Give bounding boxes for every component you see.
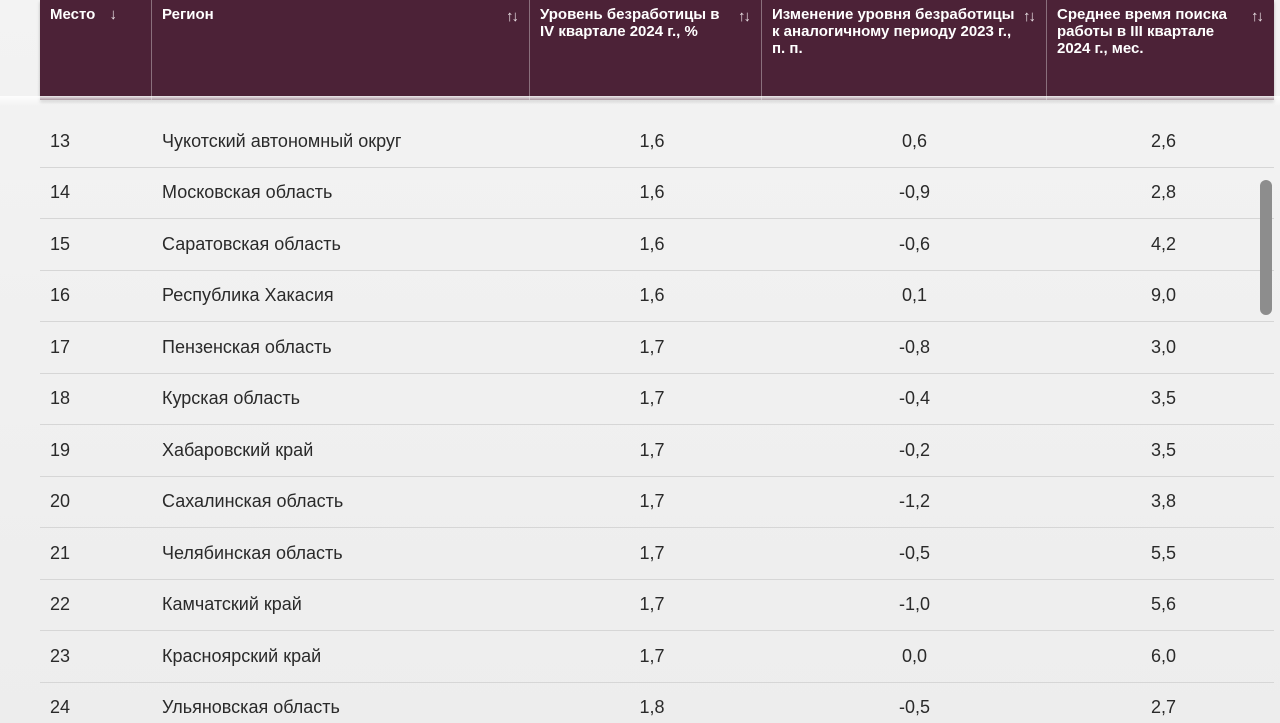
cell-place: 18	[50, 388, 71, 409]
cell-place: 16	[50, 285, 71, 306]
table-row[interactable]: 18 Курская область 1,7 -0,4 3,5	[40, 374, 1274, 425]
column-header-region[interactable]: Регион ↑↓	[152, 0, 530, 100]
cell-rate-change: -0,5	[898, 697, 931, 718]
table-header: Место ↓ Регион ↑↓ Уровень безработицы в …	[40, 0, 1274, 100]
cell-unemployment-rate: 1,7	[639, 336, 665, 357]
unemployment-table: Место ↓ Регион ↑↓ Уровень безработицы в …	[40, 0, 1274, 723]
cell-region: Красноярский край	[162, 645, 322, 666]
table-row[interactable]: 13 Чукотский автономный округ 1,6 0,6 2,6	[40, 116, 1274, 168]
cell-region: Ульяновская область	[162, 697, 340, 718]
cell-job-search-time: 6,0	[1150, 645, 1177, 666]
table-row[interactable]: 21 Челябинская область 1,7 -0,5 5,5	[40, 528, 1274, 580]
cell-job-search-time: 2,8	[1150, 182, 1177, 203]
cell-rate-change: 0,1	[901, 285, 928, 306]
table-row[interactable]: 14 Московская область 1,6 -0,9 2,8	[40, 168, 1274, 219]
cell-region: Пензенская область	[162, 336, 332, 357]
cell-region: Чукотский автономный округ	[162, 130, 402, 151]
column-header-unemployment-rate[interactable]: Уровень безработицы в IV квартале 2024 г…	[530, 0, 762, 100]
table-row[interactable]: 23 Красноярский край 1,7 0,0 6,0	[40, 631, 1274, 683]
table-row[interactable]: 19 Хабаровский край 1,7 -0,2 3,5	[40, 425, 1274, 477]
table-row[interactable]: 15 Саратовская область 1,6 -0,6 4,2	[40, 219, 1274, 271]
column-header-place[interactable]: Место ↓	[40, 0, 152, 100]
cell-place: 20	[50, 491, 71, 512]
cell-region: Саратовская область	[162, 233, 341, 254]
table-row[interactable]: 24 Ульяновская область 1,8 -0,5 2,7	[40, 683, 1274, 723]
cell-region: Курская область	[162, 388, 300, 409]
cell-rate-change: -0,2	[898, 439, 931, 460]
cell-unemployment-rate: 1,7	[639, 645, 665, 666]
cell-region: Сахалинская область	[162, 491, 344, 512]
cell-rate-change: -1,2	[898, 491, 931, 512]
table-row[interactable]: 20 Сахалинская область 1,7 -1,2 3,8	[40, 477, 1274, 528]
cell-place: 15	[50, 233, 71, 254]
cell-job-search-time: 5,6	[1150, 594, 1177, 615]
cell-job-search-time: 4,2	[1150, 233, 1177, 254]
cell-rate-change: -0,8	[898, 336, 931, 357]
cell-place: 24	[50, 697, 71, 718]
sort-desc-icon[interactable]: ↓	[109, 6, 117, 23]
cell-unemployment-rate: 1,7	[639, 491, 665, 512]
cell-job-search-time: 3,8	[1150, 491, 1177, 512]
table-body: 13 Чукотский автономный округ 1,6 0,6 2,6 14 М…	[40, 116, 1274, 723]
column-header-label: Среднее время поиска работы в III кварта…	[1057, 6, 1227, 57]
cell-region: Московская область	[162, 182, 333, 203]
cell-rate-change: 0,6	[901, 130, 928, 151]
cell-region: Республика Хакасия	[162, 285, 334, 306]
cell-place: 23	[50, 645, 71, 666]
cell-unemployment-rate: 1,6	[639, 130, 665, 151]
cell-place: 19	[50, 439, 71, 460]
column-header-label: Уровень безработицы в IV квартале 2024 г…	[540, 6, 720, 40]
cell-rate-change: -0,5	[898, 542, 931, 563]
cell-rate-change: -0,9	[898, 182, 931, 203]
cell-job-search-time: 2,6	[1150, 130, 1177, 151]
table-row[interactable]: 22 Камчатский край 1,7 -1,0 5,6	[40, 580, 1274, 631]
cell-unemployment-rate: 1,7	[639, 594, 665, 615]
table-row[interactable]: 16 Республика Хакасия 1,6 0,1 9,0	[40, 271, 1274, 322]
cell-region: Хабаровский край	[162, 439, 314, 460]
cell-rate-change: -0,6	[898, 233, 931, 254]
cell-unemployment-rate: 1,7	[639, 542, 665, 563]
cell-place: 13	[50, 130, 71, 151]
cell-job-search-time: 3,5	[1150, 439, 1177, 460]
cell-job-search-time: 5,5	[1150, 542, 1177, 563]
column-header-label: Изменение уровня безработицы к аналогичн…	[772, 6, 1015, 57]
cell-unemployment-rate: 1,8	[639, 697, 665, 718]
cell-place: 17	[50, 336, 71, 357]
cell-job-search-time: 9,0	[1150, 285, 1177, 306]
cell-unemployment-rate: 1,6	[639, 182, 665, 203]
column-header-job-search-time[interactable]: Среднее время поиска работы в III кварта…	[1047, 0, 1274, 100]
column-header-label: Место	[50, 6, 96, 23]
cell-job-search-time: 2,7	[1150, 697, 1177, 718]
cell-place: 21	[50, 542, 71, 563]
cell-job-search-time: 3,0	[1150, 336, 1177, 357]
cell-rate-change: -0,4	[898, 388, 931, 409]
vertical-scrollbar[interactable]	[1260, 180, 1272, 315]
table-row[interactable]: 17 Пензенская область 1,7 -0,8 3,0	[40, 322, 1274, 374]
cell-rate-change: -1,0	[898, 594, 931, 615]
cell-job-search-time: 3,5	[1150, 388, 1177, 409]
column-header-rate-change[interactable]: Изменение уровня безработицы к аналогичн…	[762, 0, 1047, 100]
sort-toggle-icon[interactable]: ↑↓	[738, 8, 751, 25]
cell-unemployment-rate: 1,6	[639, 233, 665, 254]
column-header-label: Регион	[162, 6, 214, 23]
cell-region: Челябинская область	[162, 542, 343, 563]
sort-toggle-icon[interactable]: ↑↓	[1023, 8, 1036, 25]
sort-toggle-icon[interactable]: ↑↓	[1251, 8, 1264, 25]
cell-region: Камчатский край	[162, 594, 302, 615]
cell-unemployment-rate: 1,7	[639, 439, 665, 460]
cell-rate-change: 0,0	[901, 645, 928, 666]
cell-place: 14	[50, 182, 71, 203]
sort-toggle-icon[interactable]: ↑↓	[506, 8, 519, 25]
cell-unemployment-rate: 1,6	[639, 285, 665, 306]
cell-place: 22	[50, 594, 71, 615]
cell-unemployment-rate: 1,7	[639, 388, 665, 409]
